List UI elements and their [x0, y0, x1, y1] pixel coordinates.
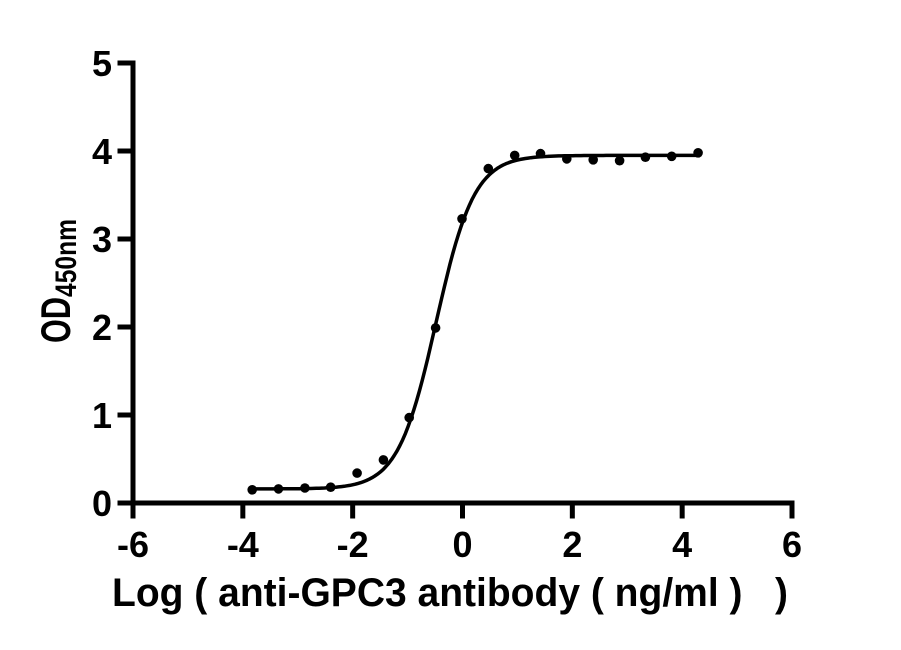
x-tick-label: -4: [227, 524, 259, 565]
data-point: [693, 148, 703, 158]
data-point: [300, 483, 310, 493]
y-tick-label: 0: [92, 483, 112, 524]
y-tick-label: 4: [92, 131, 112, 172]
data-point: [457, 214, 467, 224]
y-tick-label: 5: [92, 43, 112, 84]
data-point: [325, 482, 336, 493]
y-tick-label: 3: [92, 219, 112, 260]
data-point: [666, 151, 677, 162]
y-axis-title: OD: [32, 297, 79, 343]
data-point: [588, 155, 598, 165]
data-point: [562, 154, 572, 164]
y-axis-title-subscript: 450nm: [50, 219, 83, 297]
data-point: [247, 485, 257, 495]
y-tick-label: 2: [92, 307, 112, 348]
x-tick-label: 0: [452, 524, 472, 565]
data-point: [273, 484, 284, 494]
x-tick-label: 4: [672, 524, 692, 565]
x-tick-label: 6: [782, 524, 802, 565]
data-point: [509, 150, 520, 161]
data-point: [535, 148, 546, 159]
x-axis-title: Log ( anti-GPC3 antibody ( ng/ml ) ): [112, 571, 788, 615]
data-point: [352, 468, 362, 478]
data-point: [614, 155, 625, 166]
x-tick-label: -2: [337, 524, 369, 565]
data-point: [378, 455, 389, 465]
data-point: [640, 152, 651, 162]
fit-curve: [250, 153, 700, 491]
x-tick-label: 2: [562, 524, 582, 565]
y-tick-label: 1: [92, 395, 112, 436]
data-point: [483, 163, 494, 174]
data-point: [404, 412, 415, 423]
data-point: [430, 323, 441, 333]
x-tick-label: -6: [117, 524, 149, 565]
